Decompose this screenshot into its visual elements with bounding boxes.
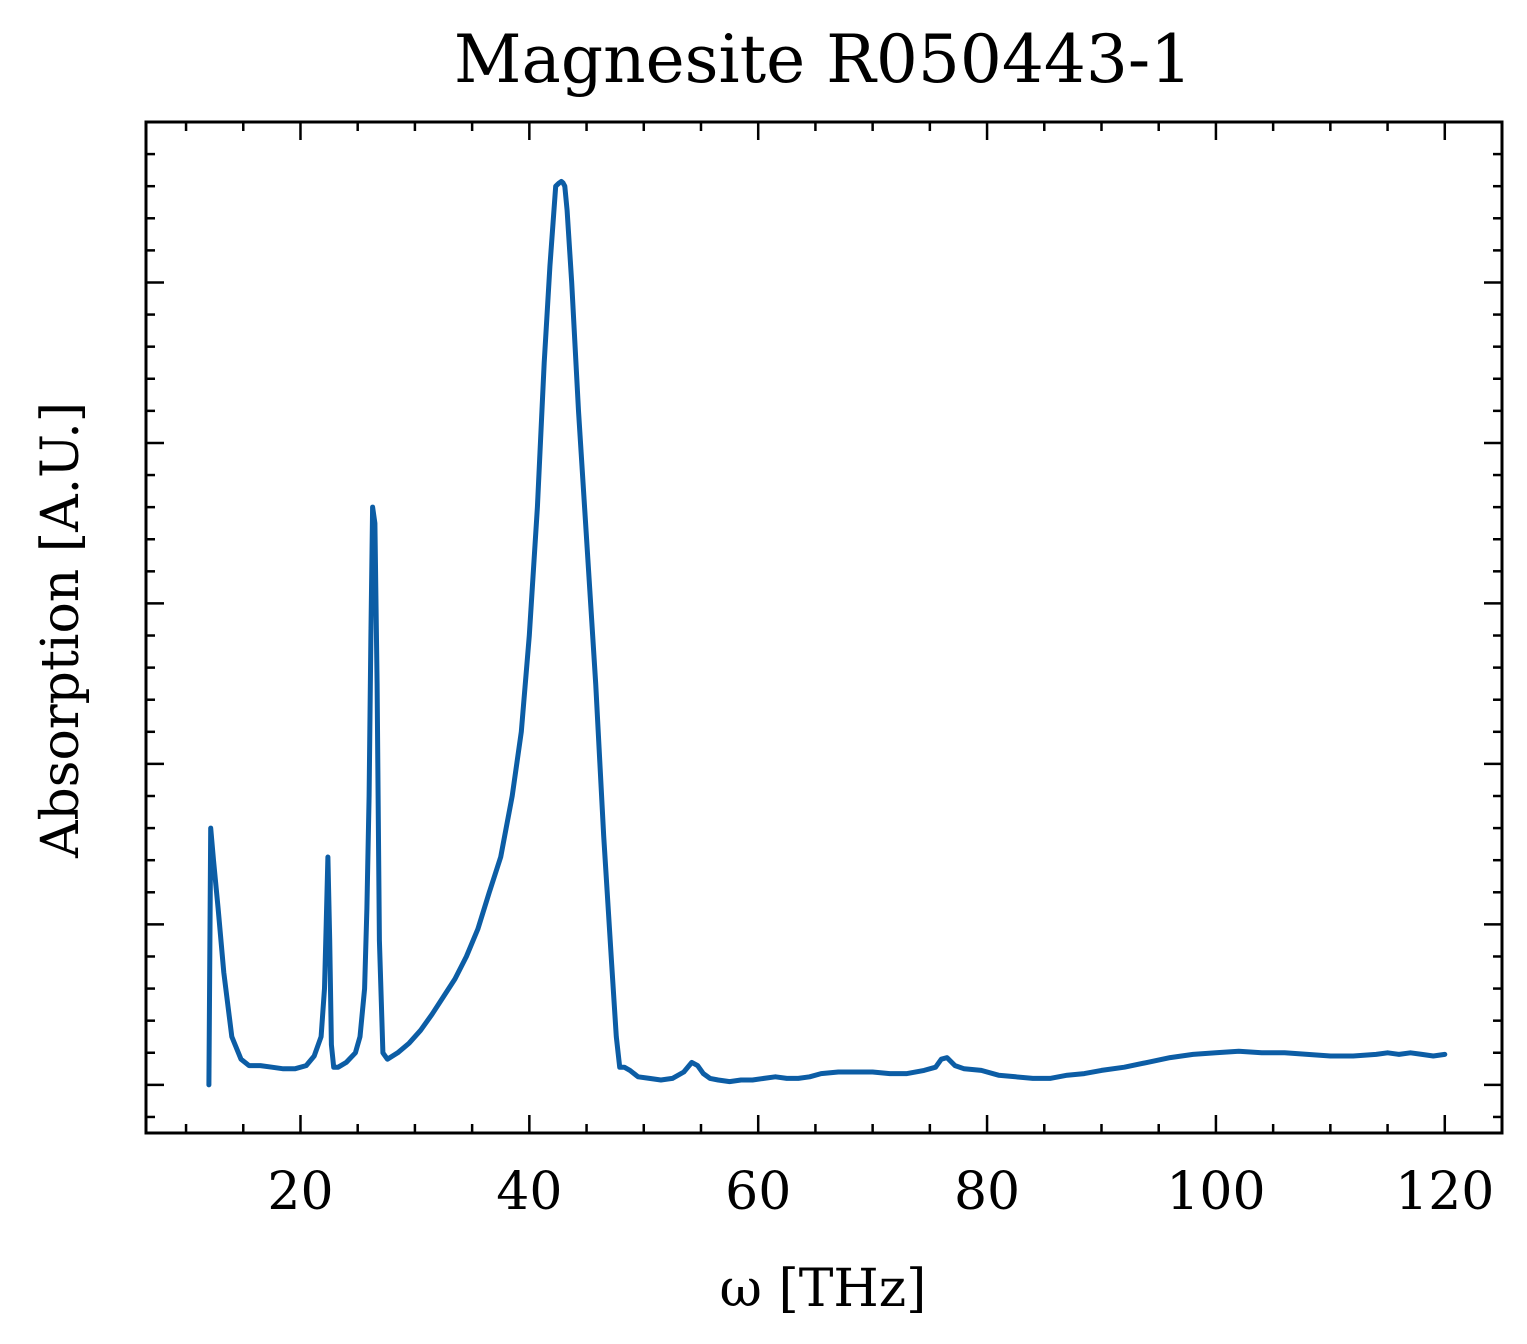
absorption-line (206, 178, 1448, 1088)
x-tick-label: 80 (954, 1162, 1020, 1222)
x-tick-label: 120 (1395, 1162, 1494, 1222)
plot-frame (144, 120, 1504, 1135)
chart-title: Magnesite R050443-1 (454, 21, 1192, 98)
x-tick-label: 40 (496, 1162, 562, 1222)
axis-ticks (146, 122, 1504, 1133)
x-axis-label: ω [THz] (720, 1259, 927, 1319)
x-tick-labels: 20 40 60 80 100 120 (267, 1162, 1494, 1222)
x-tick-label: 60 (725, 1162, 791, 1222)
x-tick-label: 20 (267, 1162, 333, 1222)
y-axis-label: Absorption [A.U.] (31, 402, 91, 859)
x-tick-label: 100 (1166, 1162, 1265, 1222)
plot-area (144, 120, 1504, 1135)
